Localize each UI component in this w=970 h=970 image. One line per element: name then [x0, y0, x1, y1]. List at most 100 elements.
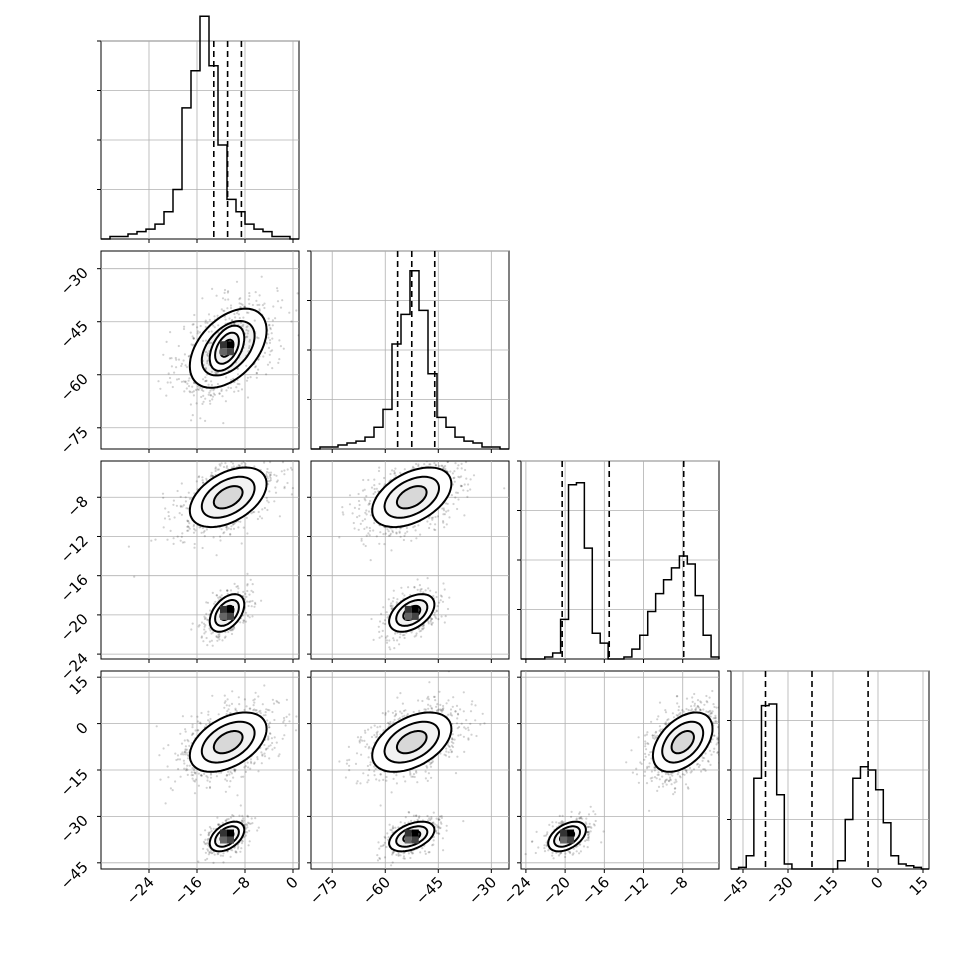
sample-point: [285, 698, 288, 701]
sample-point: [239, 621, 242, 624]
sample-point: [426, 577, 429, 580]
sample-point: [230, 525, 233, 528]
sample-point: [283, 469, 286, 472]
sample-point: [271, 324, 274, 327]
sample-point: [247, 350, 250, 353]
sample-point: [244, 592, 247, 596]
sample-point: [261, 703, 264, 706]
sample-point: [273, 500, 276, 503]
sample-point: [182, 504, 185, 507]
sample-point: [201, 479, 204, 482]
sample-point: [170, 365, 173, 368]
sample-point: [185, 507, 188, 510]
sample-point: [233, 312, 236, 316]
sample-point: [248, 600, 251, 604]
sample-point: [421, 627, 424, 630]
sample-point: [249, 707, 252, 710]
sample-point: [236, 382, 239, 385]
sample-point: [285, 715, 288, 719]
sample-point: [288, 713, 291, 716]
sample-point: [301, 714, 303, 716]
sample-point: [390, 549, 393, 552]
sample-point: [269, 479, 272, 482]
sample-point: [433, 613, 436, 617]
sample-point: [183, 762, 186, 765]
sample-point: [438, 464, 441, 468]
density-cell: [227, 341, 234, 349]
sample-point: [368, 526, 371, 530]
sample-point: [212, 536, 215, 539]
sample-point: [219, 535, 222, 538]
sample-point: [273, 746, 276, 750]
sample-point: [205, 379, 208, 382]
sample-point: [242, 590, 245, 594]
sample-point: [452, 477, 455, 480]
sample-point: [265, 342, 268, 345]
sample-point: [434, 515, 437, 519]
sample-point: [268, 475, 272, 478]
sample-point: [179, 775, 182, 778]
sample-point: [170, 357, 173, 360]
sample-point: [238, 316, 241, 320]
sample-point: [269, 732, 272, 735]
sample-point: [411, 467, 414, 470]
sample-point: [165, 340, 168, 343]
sample-point: [375, 487, 378, 490]
sample-point: [228, 317, 231, 320]
sample-point: [440, 615, 443, 618]
sample-point: [184, 500, 187, 503]
sample-point: [202, 363, 205, 366]
sample-point: [213, 602, 216, 605]
sample-point: [229, 532, 232, 536]
sample-point: [203, 772, 206, 776]
sample-point: [218, 392, 221, 395]
sample-point: [235, 280, 239, 283]
sample-point: [183, 325, 186, 328]
sample-point: [187, 355, 190, 358]
sample-point: [229, 304, 233, 307]
points-layer: [127, 461, 294, 647]
contour-line-1: [383, 475, 441, 519]
sample-point: [249, 578, 252, 581]
sample-point: [167, 744, 170, 747]
sample-point: [432, 594, 435, 598]
contour-line-1: [200, 475, 256, 519]
sample-point: [250, 589, 253, 592]
sample-point: [437, 458, 439, 460]
sample-point: [464, 461, 468, 464]
sample-point: [389, 532, 392, 536]
sample-point: [231, 629, 234, 632]
sample-point: [269, 473, 272, 477]
sample-point: [273, 736, 276, 739]
sample-point: [218, 638, 221, 641]
sample-point: [242, 461, 245, 464]
sample-point: [241, 325, 244, 328]
sample-point: [451, 472, 454, 475]
sample-point: [265, 708, 268, 711]
sample-point: [403, 636, 406, 640]
sample-point: [223, 701, 226, 705]
sample-point: [230, 466, 234, 469]
sample-point: [249, 760, 253, 763]
sample-point: [386, 616, 389, 619]
sample-point: [419, 590, 422, 593]
sample-point: [283, 485, 286, 488]
sample-point: [393, 471, 396, 474]
sample-point: [226, 589, 229, 592]
sample-point: [267, 317, 270, 320]
sample-point: [269, 326, 272, 329]
sample-point: [453, 470, 456, 473]
sample-point: [233, 522, 236, 525]
sample-point: [188, 744, 191, 748]
sample-point: [188, 377, 191, 380]
sample-point: [213, 326, 216, 329]
sample-point: [445, 523, 448, 526]
sample-point: [417, 464, 420, 468]
sample-point: [240, 462, 243, 465]
sample-point: [431, 452, 433, 454]
sample-point: [249, 767, 252, 770]
sample-point: [460, 467, 463, 470]
sample-point: [225, 465, 229, 468]
sample-point: [210, 639, 213, 642]
sample-point: [188, 522, 191, 525]
